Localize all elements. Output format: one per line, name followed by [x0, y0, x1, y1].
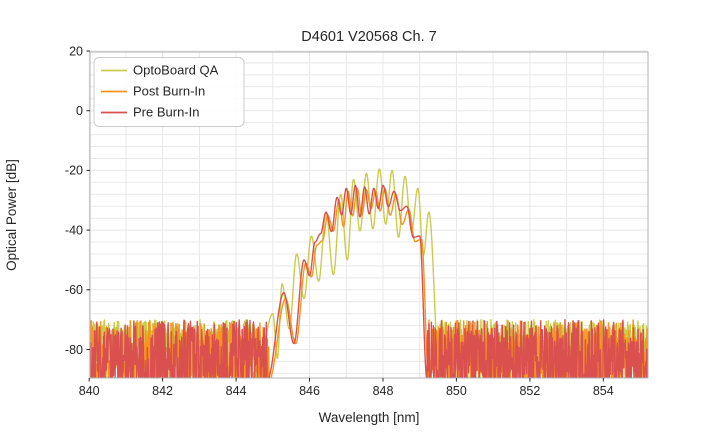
svg-text:-60: -60 — [65, 283, 83, 297]
svg-text:0: 0 — [76, 104, 83, 118]
svg-text:-80: -80 — [65, 343, 83, 357]
svg-text:842: 842 — [152, 384, 173, 398]
svg-text:Optical Power [dB]: Optical Power [dB] — [4, 159, 19, 271]
svg-text:-20: -20 — [65, 164, 83, 178]
svg-text:Post Burn-In: Post Burn-In — [133, 84, 205, 99]
svg-text:844: 844 — [226, 384, 247, 398]
svg-text:852: 852 — [519, 384, 540, 398]
svg-text:850: 850 — [446, 384, 467, 398]
svg-text:846: 846 — [299, 384, 320, 398]
svg-text:840: 840 — [79, 384, 100, 398]
svg-text:OptoBoard QA: OptoBoard QA — [133, 63, 219, 78]
svg-text:-40: -40 — [65, 223, 83, 237]
svg-text:854: 854 — [593, 384, 614, 398]
svg-text:Pre Burn-In: Pre Burn-In — [133, 105, 199, 120]
svg-text:848: 848 — [373, 384, 394, 398]
svg-text:D4601 V20568 Ch. 7: D4601 V20568 Ch. 7 — [301, 29, 436, 45]
svg-text:20: 20 — [69, 44, 83, 58]
svg-text:Wavelength [nm]: Wavelength [nm] — [319, 410, 420, 425]
